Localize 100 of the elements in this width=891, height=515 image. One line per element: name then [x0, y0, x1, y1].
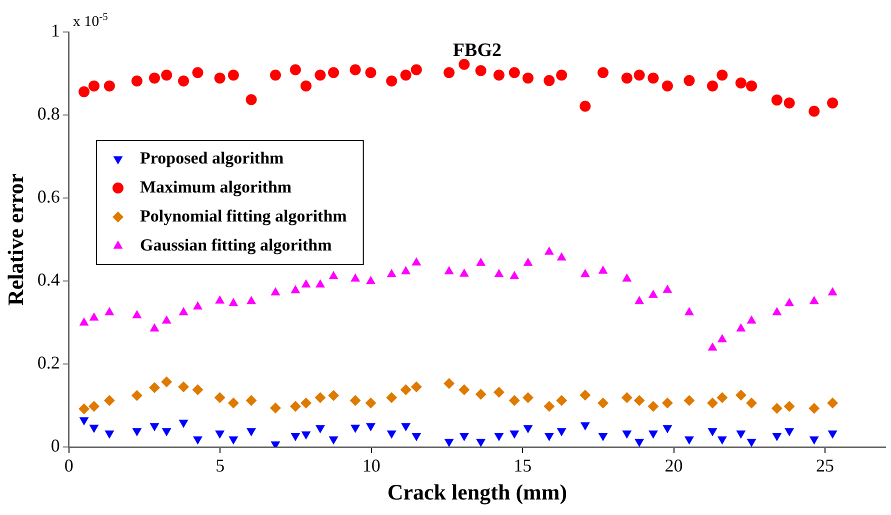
point — [544, 433, 554, 442]
point — [290, 400, 301, 412]
point — [104, 80, 115, 92]
point — [246, 94, 257, 106]
x-tick-label: 25 — [816, 456, 834, 476]
point — [148, 72, 160, 84]
point — [708, 428, 718, 436]
y-tick-label: 0 — [50, 436, 60, 456]
point — [328, 436, 338, 445]
point — [475, 388, 486, 400]
point — [684, 436, 694, 445]
point — [648, 72, 659, 84]
point — [580, 390, 591, 401]
point — [444, 438, 454, 447]
point — [508, 67, 520, 78]
point — [88, 400, 100, 412]
point — [598, 67, 609, 78]
point — [684, 395, 695, 406]
point — [350, 395, 361, 406]
point — [386, 430, 396, 439]
point — [104, 430, 114, 439]
point — [410, 381, 422, 392]
point — [716, 392, 728, 404]
point — [314, 392, 326, 404]
point — [475, 65, 486, 76]
point — [827, 398, 838, 409]
point — [300, 80, 312, 92]
point — [400, 70, 412, 81]
point — [621, 72, 632, 84]
legend-label: Maximum algorithm — [140, 177, 292, 196]
point — [746, 398, 758, 409]
point — [544, 75, 555, 86]
point — [386, 75, 398, 86]
point — [192, 67, 204, 78]
point — [412, 433, 422, 442]
point — [784, 428, 794, 436]
point — [493, 70, 504, 81]
point — [150, 423, 160, 432]
point — [161, 376, 172, 388]
point — [772, 433, 782, 442]
x-tick-label: 15 — [514, 456, 532, 476]
legend-label: Gaussian fitting algorithm — [140, 235, 332, 254]
point — [79, 417, 89, 426]
point — [716, 70, 728, 81]
point — [350, 424, 360, 433]
point — [784, 400, 795, 412]
point — [131, 75, 142, 86]
point — [178, 75, 190, 86]
y-tick-label: 0.6 — [37, 186, 60, 207]
point — [246, 428, 256, 436]
point — [246, 395, 257, 406]
point — [228, 398, 239, 409]
chart-title: FBG2 — [452, 40, 502, 61]
point — [707, 80, 718, 92]
point — [735, 78, 746, 89]
point — [648, 400, 659, 412]
y-tick-label: 0.8 — [37, 104, 60, 124]
point — [662, 398, 673, 409]
point — [315, 425, 325, 434]
point — [350, 64, 361, 76]
point — [301, 431, 311, 440]
y-tick-label: 0.2 — [37, 352, 60, 373]
point — [214, 392, 226, 404]
point — [736, 430, 746, 439]
point — [544, 400, 555, 412]
point — [290, 64, 301, 76]
point — [522, 72, 534, 84]
point — [784, 97, 795, 108]
point — [621, 392, 632, 404]
y-tick-label: 1 — [50, 20, 60, 41]
point — [215, 430, 225, 439]
legend-label: Polynomial fitting algorithm — [140, 206, 347, 226]
point — [300, 398, 312, 409]
point — [148, 382, 160, 394]
point — [746, 80, 758, 92]
point — [622, 430, 632, 439]
point — [386, 392, 398, 404]
point — [580, 422, 590, 431]
x-tick-label: 20 — [664, 456, 683, 476]
point — [580, 100, 591, 112]
point — [365, 67, 376, 78]
point — [746, 438, 756, 447]
point — [214, 72, 226, 84]
point — [458, 384, 470, 396]
point — [78, 403, 90, 414]
point — [132, 428, 142, 436]
point — [508, 395, 520, 406]
point — [662, 80, 673, 92]
point — [707, 398, 718, 409]
x-tick-label: 10 — [362, 456, 380, 476]
point — [162, 428, 172, 436]
point — [556, 428, 566, 436]
point — [444, 67, 455, 78]
point — [401, 423, 411, 432]
x-tick-label: 0 — [64, 456, 74, 476]
point — [556, 70, 568, 81]
y-tick-label: 0.4 — [37, 270, 60, 290]
x-axis-title: Crack length (mm) — [387, 479, 568, 504]
point — [366, 423, 376, 432]
point — [131, 390, 142, 402]
